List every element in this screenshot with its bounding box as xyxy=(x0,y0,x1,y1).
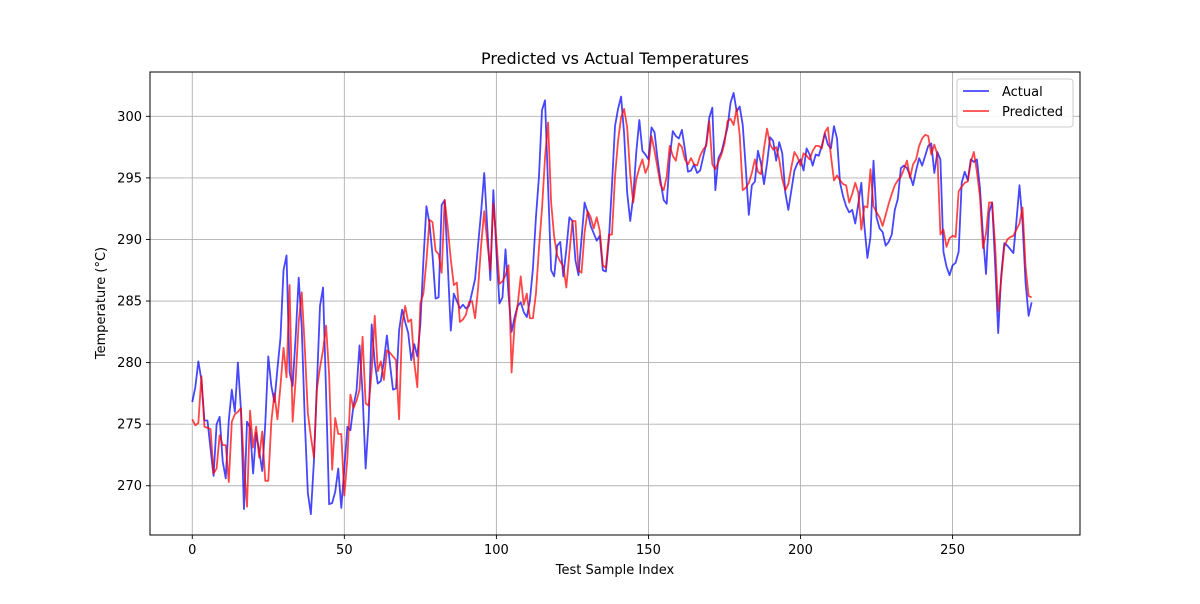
y-tick-label: 285 xyxy=(117,295,142,310)
y-tick-label: 275 xyxy=(117,418,142,433)
y-tick-label: 270 xyxy=(117,479,142,494)
x-axis-ticks: 0 50 100 150 200 250 xyxy=(188,535,965,558)
x-tick-label: 100 xyxy=(484,543,509,558)
y-axis-ticks: 270 275 280 285 290 295 300 xyxy=(117,110,150,494)
y-tick-label: 300 xyxy=(117,110,142,125)
x-tick-label: 200 xyxy=(788,543,813,558)
x-tick-label: 50 xyxy=(336,543,353,558)
y-tick-label: 280 xyxy=(117,356,142,371)
x-tick-label: 250 xyxy=(940,543,965,558)
legend-label-actual: Actual xyxy=(1002,85,1043,100)
chart-title: Predicted vs Actual Temperatures xyxy=(481,49,749,68)
x-tick-label: 0 xyxy=(188,543,196,558)
legend: Actual Predicted xyxy=(956,78,1074,128)
series-line-actual xyxy=(191,92,1033,515)
legend-label-predicted: Predicted xyxy=(1002,105,1063,120)
x-axis-label: Test Sample Index xyxy=(555,563,675,578)
y-tick-label: 290 xyxy=(117,233,142,248)
series-line-predicted xyxy=(191,108,1032,508)
x-tick-label: 150 xyxy=(636,543,661,558)
y-axis-label: Temperature (°C) xyxy=(94,247,109,360)
plot-frame xyxy=(149,71,1081,536)
y-tick-label: 295 xyxy=(117,171,142,186)
series-layer xyxy=(191,92,1033,515)
